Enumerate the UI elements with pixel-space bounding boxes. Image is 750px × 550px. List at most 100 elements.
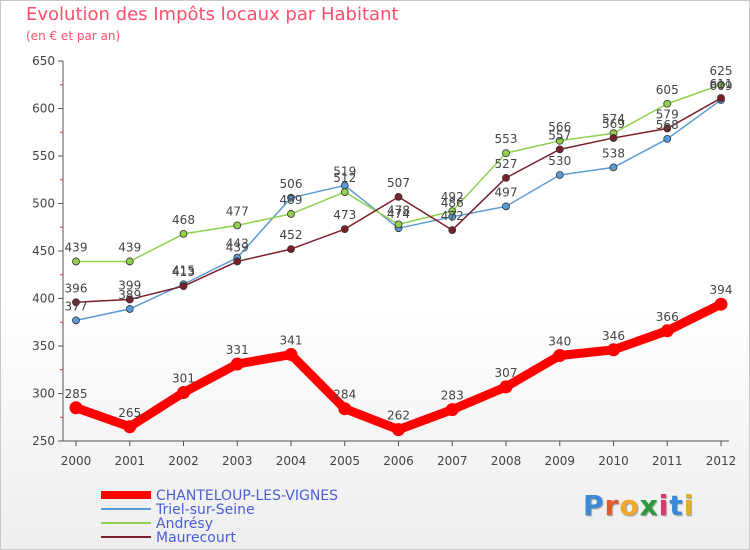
- data-label: 443: [226, 237, 249, 251]
- data-label: 439: [226, 240, 249, 254]
- data-label: 377: [65, 299, 88, 313]
- y-tick-label: 300: [32, 387, 55, 401]
- logo-letter: i: [658, 489, 670, 522]
- data-label: 512: [333, 171, 356, 185]
- logo-letter: x: [639, 489, 659, 522]
- data-label: 439: [118, 240, 141, 254]
- data-label: 506: [280, 177, 303, 191]
- data-point: [125, 257, 134, 266]
- data-point: [607, 343, 620, 357]
- data-label: 346: [602, 329, 625, 343]
- data-label: 265: [118, 406, 141, 420]
- data-point: [125, 305, 134, 313]
- data-point: [448, 207, 457, 216]
- data-label: 468: [172, 213, 195, 227]
- data-label: 605: [656, 83, 679, 97]
- proxiti-logo: Proxiti: [583, 489, 694, 522]
- data-label: 473: [333, 208, 356, 222]
- data-label: 413: [172, 265, 195, 279]
- data-label: 497: [495, 185, 518, 199]
- data-label: 439: [65, 240, 88, 254]
- data-label: 307: [495, 366, 518, 380]
- data-point: [553, 349, 567, 362]
- data-point: [338, 402, 352, 416]
- data-point: [394, 220, 403, 229]
- data-label: 569: [602, 117, 625, 131]
- x-tick-label: 2006: [383, 454, 414, 468]
- legend-label: Triel-sur-Seine: [155, 502, 255, 518]
- data-label: 538: [602, 146, 625, 160]
- data-label: 366: [656, 310, 679, 324]
- data-point: [340, 225, 349, 234]
- y-tick-label: 600: [32, 102, 55, 116]
- logo-letter: t: [669, 489, 684, 522]
- data-point: [179, 229, 188, 238]
- data-label: 489: [280, 193, 303, 207]
- data-label: 262: [387, 409, 410, 423]
- data-point: [69, 401, 83, 415]
- data-point: [717, 94, 725, 102]
- legend-label: CHANTELOUP-LES-VIGNES: [156, 488, 338, 504]
- data-point: [714, 297, 728, 311]
- data-label: 609: [710, 79, 733, 93]
- logo-letter: P: [583, 489, 605, 522]
- data-label: 474: [387, 207, 410, 221]
- data-label: 340: [548, 335, 571, 349]
- data-label: 452: [280, 228, 303, 242]
- x-tick-label: 2005: [329, 454, 360, 468]
- y-tick-label: 400: [32, 292, 55, 306]
- data-point: [555, 136, 564, 145]
- data-point: [230, 357, 244, 371]
- data-point: [177, 386, 190, 400]
- y-tick-label: 250: [32, 434, 55, 448]
- data-point: [287, 193, 295, 202]
- data-label: 530: [548, 154, 571, 168]
- data-label: 566: [548, 120, 571, 134]
- x-tick-label: 2012: [706, 454, 737, 468]
- data-label: 284: [333, 388, 356, 402]
- data-point: [125, 295, 134, 304]
- chart-title: Evolution des Impôts locaux par Habitant: [26, 4, 399, 25]
- data-point: [555, 145, 564, 154]
- data-point: [445, 403, 459, 417]
- data-point: [179, 282, 188, 291]
- data-point: [72, 316, 80, 325]
- data-point: [663, 134, 672, 143]
- data-point: [287, 245, 295, 254]
- data-label: 331: [226, 343, 249, 357]
- x-tick-label: 2009: [544, 454, 575, 468]
- data-label: 519: [333, 164, 356, 178]
- data-point: [609, 134, 618, 142]
- y-tick-label: 450: [32, 244, 55, 258]
- logo-letter: r: [604, 489, 620, 522]
- data-point: [233, 221, 242, 230]
- data-label: 553: [495, 132, 518, 146]
- x-tick-label: 2010: [598, 454, 629, 468]
- data-point: [284, 348, 298, 362]
- data-point: [502, 202, 510, 211]
- data-point: [72, 257, 80, 266]
- data-point: [394, 192, 403, 201]
- data-point: [392, 423, 405, 437]
- data-point: [609, 163, 618, 172]
- data-label: 477: [226, 204, 249, 218]
- data-point: [499, 380, 513, 394]
- chart-subtitle: (en € et par an): [26, 29, 121, 43]
- data-label: 579: [656, 107, 679, 121]
- logo-letter: o: [619, 489, 640, 522]
- data-label: 527: [495, 157, 518, 171]
- data-point: [663, 99, 672, 108]
- data-point: [660, 324, 674, 338]
- data-label: 568: [656, 118, 679, 132]
- logo-letter: i: [683, 489, 695, 522]
- data-point: [555, 171, 564, 179]
- data-point: [448, 226, 457, 235]
- data-label: 301: [172, 372, 195, 386]
- data-label: 285: [65, 387, 88, 401]
- data-label: 394: [710, 283, 733, 297]
- y-tick-label: 500: [32, 197, 55, 211]
- data-label: 341: [280, 334, 303, 348]
- x-tick-label: 2008: [491, 454, 522, 468]
